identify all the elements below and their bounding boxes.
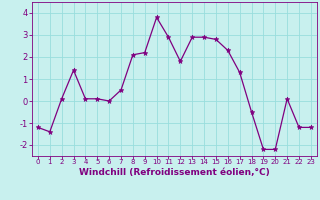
X-axis label: Windchill (Refroidissement éolien,°C): Windchill (Refroidissement éolien,°C) — [79, 168, 270, 177]
